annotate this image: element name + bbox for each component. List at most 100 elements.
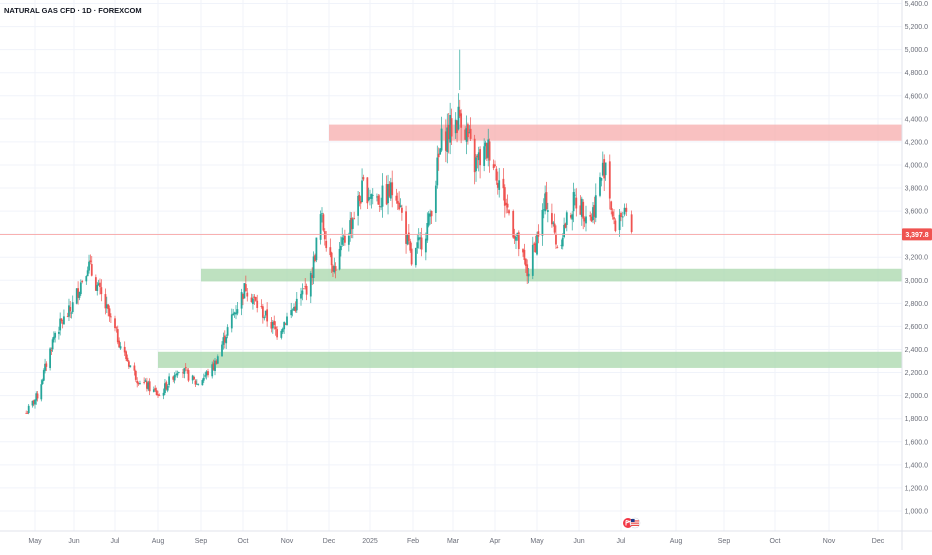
candle-body: [253, 296, 256, 298]
candle-body: [100, 287, 103, 295]
candle-body: [144, 380, 147, 382]
candle-body: [187, 370, 190, 381]
candle-body: [357, 195, 359, 216]
candle-body: [216, 356, 219, 364]
candle-body: [155, 390, 158, 395]
candle-body: [406, 234, 409, 245]
candle-body: [146, 381, 148, 389]
candle-body: [488, 141, 491, 161]
candle-body: [134, 370, 137, 380]
resistance-zone: [329, 124, 902, 141]
candle-body: [457, 106, 460, 130]
time-tick-label: Sep: [718, 538, 731, 545]
candle-body: [409, 241, 412, 251]
candle-body: [353, 217, 356, 219]
candle-body: [494, 164, 496, 166]
candle-body: [223, 335, 226, 343]
candle-body: [322, 214, 325, 231]
candle-body: [341, 237, 344, 245]
time-tick-label: Nov: [823, 538, 836, 545]
candle-body: [165, 382, 168, 390]
us-flag-icon[interactable]: [629, 517, 641, 529]
candle-body: [69, 306, 72, 312]
candle-body: [407, 232, 410, 241]
price-tick-label: 3,800.0: [905, 186, 928, 193]
candle-body: [427, 213, 430, 226]
candle-body: [434, 185, 437, 214]
candle-body: [175, 373, 177, 375]
candle-body: [164, 383, 166, 393]
candle-body: [286, 316, 288, 326]
candle-body: [315, 237, 318, 261]
candle-body: [556, 247, 559, 249]
candle-body: [105, 304, 108, 309]
price-tick-label: 1,600.0: [905, 439, 928, 446]
candle-body: [388, 184, 391, 197]
candle-body: [378, 206, 381, 207]
candle-body: [347, 235, 350, 245]
candle-body: [254, 296, 257, 301]
candle-body: [446, 127, 449, 153]
candle-body: [305, 285, 308, 295]
candle-body: [35, 393, 38, 401]
candle-body: [311, 274, 314, 278]
candle-body: [450, 118, 453, 137]
candle-body: [152, 389, 155, 392]
candle-body: [168, 376, 170, 385]
candle-body: [45, 363, 48, 367]
price-tick-label: 2,800.0: [905, 301, 928, 308]
candle-body: [271, 322, 274, 329]
candle-body: [202, 377, 205, 381]
candle-body: [553, 223, 556, 233]
candle-body: [564, 223, 567, 228]
candle-body: [42, 370, 45, 381]
candle-body: [205, 371, 208, 376]
candle-body: [476, 155, 479, 158]
candle-body: [148, 381, 151, 392]
candle-body: [97, 283, 100, 285]
price-axis[interactable]: 1,000.0 1,200.0 1,400.0 1,600.0 1,800.0 2,000…: [905, 1, 928, 515]
last-price-badge: [902, 228, 932, 241]
candle-body: [139, 383, 141, 384]
candle-body: [263, 317, 266, 319]
candle-body: [580, 198, 583, 217]
candle-body: [266, 309, 269, 322]
candle-body: [71, 302, 74, 313]
zones: [158, 124, 902, 368]
candle-body: [621, 216, 624, 218]
candle-body: [449, 114, 452, 143]
candle-body: [594, 195, 597, 218]
candle-body: [465, 128, 468, 142]
candle-body: [454, 119, 457, 134]
time-axis[interactable]: May Jun Jul Aug Sep Oct Nov Dec 2025 Feb Mar Apr May…: [28, 538, 884, 545]
candle-body: [430, 210, 433, 217]
time-tick-label: Apr: [490, 538, 502, 545]
candle-body: [376, 196, 378, 198]
candle-body: [236, 309, 239, 314]
candle-body: [244, 284, 247, 292]
candle-body: [496, 182, 499, 188]
price-tick-label: 4,200.0: [905, 139, 928, 146]
candle-body: [419, 237, 422, 239]
candle-body: [579, 205, 582, 215]
candle-body: [484, 142, 487, 147]
candle-body: [479, 149, 481, 166]
candle-body: [508, 210, 510, 214]
candles: [25, 49, 633, 415]
candle-body: [107, 304, 110, 310]
time-tick-label: Aug: [670, 538, 683, 545]
candle-body: [456, 120, 458, 133]
candle-body: [620, 212, 622, 218]
candle-body: [94, 277, 97, 291]
candle-body: [611, 211, 614, 217]
candle-body: [99, 282, 101, 288]
candle-body: [475, 157, 477, 172]
candle-body: [536, 234, 538, 255]
candle-body: [261, 306, 264, 318]
candle-body: [414, 247, 417, 266]
candle-body: [613, 217, 615, 220]
candle-body: [506, 203, 509, 208]
time-tick-label: Oct: [238, 538, 249, 545]
